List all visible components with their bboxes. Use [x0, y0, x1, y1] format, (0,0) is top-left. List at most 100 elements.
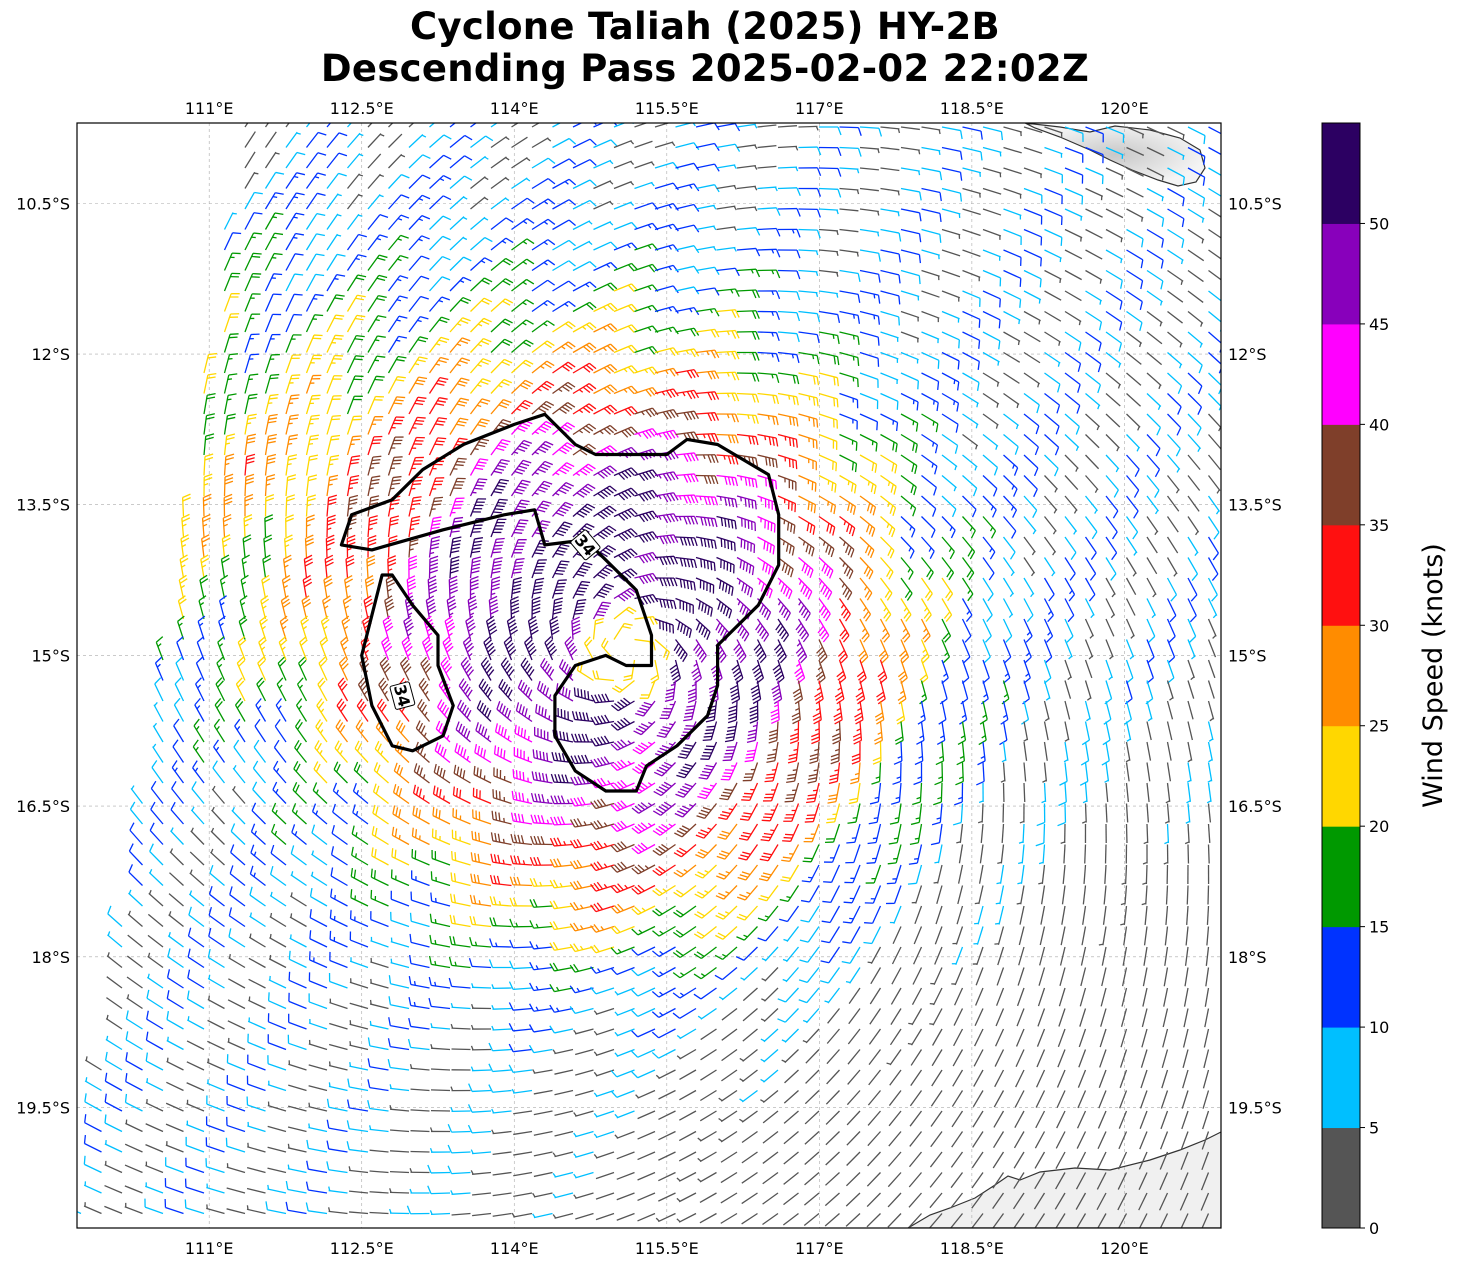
wind-barb: [1207, 844, 1210, 864]
wind-barb: [695, 225, 717, 231]
wind-barb: [1167, 167, 1185, 186]
wind-barb: [1105, 290, 1123, 310]
wind-barb: [1187, 167, 1206, 186]
wind-barb: [1023, 331, 1041, 343]
wind-barb: [264, 252, 283, 271]
wind-barb: [285, 253, 304, 271]
wind-barb: [1003, 433, 1019, 455]
wind-barb: [634, 161, 655, 169]
colorbar-bin: [1322, 323, 1360, 425]
wind-barb: [900, 372, 919, 390]
colorbar-tick-label: 10: [1369, 1018, 1389, 1037]
wind-barb: [613, 221, 638, 231]
wind-barb: [470, 155, 489, 169]
wind-barb: [387, 234, 409, 251]
wind-barb: [962, 228, 981, 237]
wind-barb: [695, 370, 720, 380]
wind-barb: [469, 418, 490, 435]
wind-barb: [880, 372, 899, 384]
wind-barb: [1167, 434, 1181, 457]
wind-barb: [818, 208, 839, 215]
wind-barb: [326, 253, 346, 271]
wind-barb: [552, 158, 577, 169]
wind-barb: [675, 142, 700, 151]
wind-barb: [326, 193, 342, 210]
wind-barb: [880, 310, 900, 326]
colorbar-bin: [1322, 524, 1360, 626]
colorbar-tick-label: 45: [1369, 315, 1389, 334]
wind-barb: [346, 274, 367, 292]
wind-barb: [1187, 290, 1204, 303]
wind-barb: [367, 274, 388, 292]
wind-barb: [921, 351, 940, 369]
land-north-island: [1024, 123, 1206, 187]
wind-barb: [777, 269, 801, 280]
wind-barb: [367, 214, 389, 230]
wind-barb: [654, 244, 679, 253]
wind-barb: [552, 219, 576, 231]
wind-barb: [716, 433, 739, 444]
wind-barb: [1044, 146, 1063, 158]
wind-barb: [367, 194, 384, 210]
wind-barb: [223, 212, 237, 230]
wind-barb: [531, 340, 555, 354]
wind-barb: [552, 381, 576, 395]
wind-barb: [798, 310, 821, 323]
land-south-coast: [906, 1131, 1221, 1228]
wind-barb: [859, 392, 879, 410]
wind-barb: [1064, 146, 1084, 163]
wind-barb: [1187, 208, 1205, 223]
wind-barb: [285, 131, 301, 148]
wind-barb: [285, 123, 290, 128]
wind-barb: [1126, 310, 1143, 331]
wind-barb: [367, 173, 385, 189]
wind-barb: [1146, 310, 1163, 327]
wind-barb: [1023, 290, 1042, 304]
wind-barb: [1064, 310, 1082, 326]
wind-barb: [1044, 269, 1062, 284]
wind-barb: [285, 394, 300, 415]
wind-barb: [490, 197, 510, 210]
wind-barb: [511, 123, 520, 128]
wind-barb: [716, 350, 740, 360]
wind-barb: [244, 373, 259, 394]
wind-barb: [818, 413, 838, 429]
wind-barb: [223, 433, 236, 456]
wind-barb: [1085, 372, 1102, 394]
wind-barb: [429, 123, 436, 128]
wind-barb: [859, 290, 881, 304]
wind-barb: [634, 407, 659, 418]
wind-barb: [921, 413, 939, 433]
wind-barb: [264, 393, 279, 415]
wind-barb: [695, 349, 720, 359]
wind-barb: [572, 240, 593, 251]
wind-barb: [1167, 352, 1183, 369]
wind-barb: [757, 248, 781, 258]
lat-tick-label-right: 16.5°S: [1228, 797, 1282, 816]
wind-barb: [1187, 269, 1204, 283]
wind-barb: [531, 259, 556, 272]
wind-barb: [347, 153, 364, 169]
wind-barb: [1187, 249, 1205, 262]
wind-barb: [675, 369, 700, 379]
wind-barb: [428, 336, 450, 353]
wind-barb: [285, 313, 303, 333]
wind-barb: [223, 353, 239, 374]
wind-barb: [1085, 351, 1102, 373]
wind-barb: [408, 436, 425, 456]
wind-barb: [1085, 146, 1104, 164]
wind-barb: [716, 164, 737, 170]
wind-barb: [1023, 269, 1042, 288]
wind-barb: [962, 392, 979, 408]
wind-barb: [962, 433, 979, 450]
wind-barb: [490, 123, 498, 128]
wind-barb: [941, 249, 961, 257]
wind-barb: [511, 197, 535, 210]
wind-barb: [305, 123, 311, 128]
wind-barb: [880, 167, 900, 172]
wind-barb: [654, 347, 679, 356]
wind-barb: [305, 374, 322, 394]
wind-barb: [736, 433, 759, 446]
wind-barb: [736, 372, 760, 382]
wind-barb: [757, 310, 780, 321]
